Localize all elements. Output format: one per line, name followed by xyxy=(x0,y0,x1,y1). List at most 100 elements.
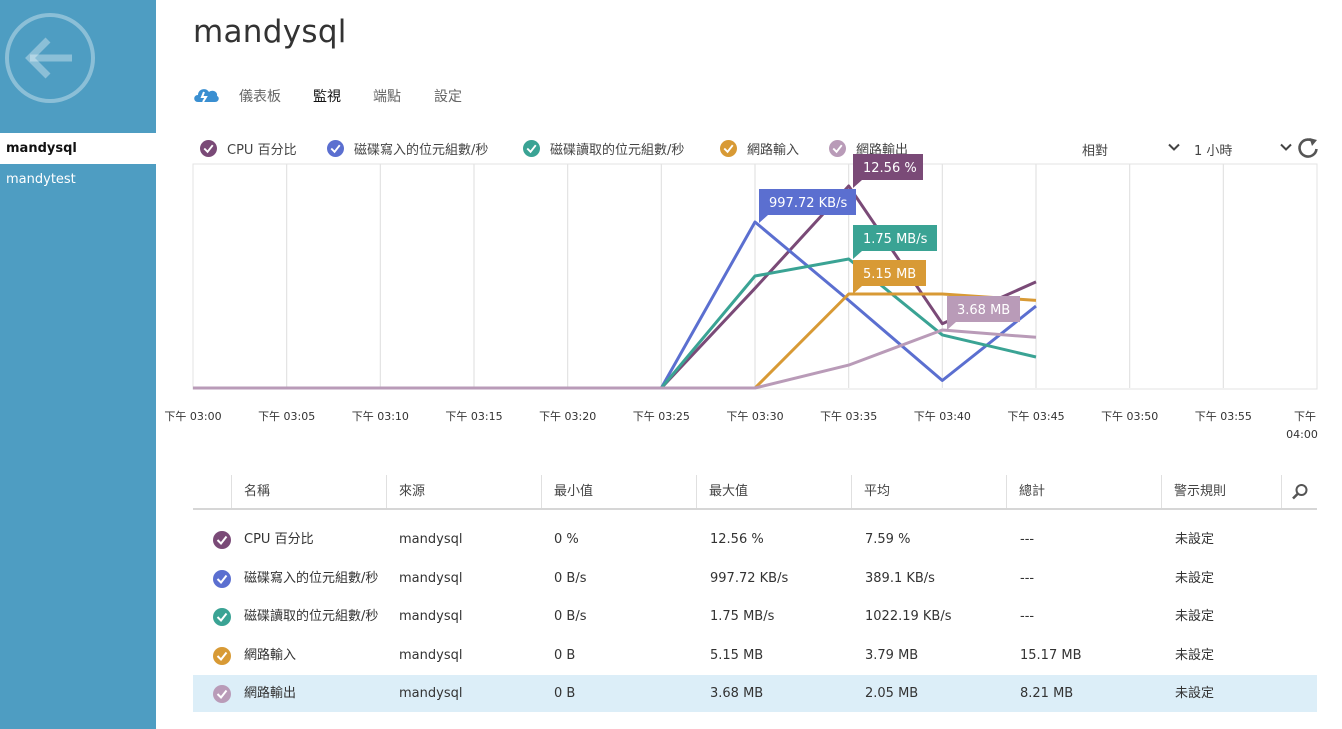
legend-label: CPU 百分比 xyxy=(227,142,297,158)
series-line-1 xyxy=(193,220,1037,390)
search-icon[interactable] xyxy=(1291,483,1309,501)
x-tick-label: 下午 03:05 xyxy=(258,410,315,423)
tab-settings[interactable]: 設定 xyxy=(434,89,462,105)
x-tick-label: 下午 03:55 xyxy=(1195,410,1252,423)
cell-alert-rule: 未設定 xyxy=(1175,686,1215,701)
cell-name: 網路輸入 xyxy=(244,647,297,663)
sidebar: mandysql mandytest xyxy=(0,0,156,729)
check-icon[interactable] xyxy=(213,685,231,703)
check-icon[interactable] xyxy=(213,531,231,549)
x-tick-label: 下午 03:45 xyxy=(1007,410,1064,423)
callout-box xyxy=(947,296,1020,330)
legend-item-network-out[interactable]: 網路輸出 xyxy=(829,138,908,158)
cell-alert-rule: 未設定 xyxy=(1175,532,1215,547)
time-range-value: 1 小時 xyxy=(1194,144,1233,159)
x-tick-label: 下午 03:25 xyxy=(633,410,690,423)
cell-max: 997.72 KB/s xyxy=(710,570,789,586)
cell-total: --- xyxy=(1020,570,1035,586)
table-row[interactable]: 磁碟寫入的位元組數/秒 mandysql 0 B/s 997.72 KB/s 389.1… xyxy=(193,560,1317,597)
back-arrow-icon[interactable] xyxy=(4,12,96,104)
chevron-down-icon xyxy=(1168,143,1180,151)
column-header-alert-rule[interactable]: 警示規則 xyxy=(1161,475,1281,508)
cell-source: mandysql xyxy=(399,686,463,701)
sidebar-item-mandytest[interactable]: mandytest xyxy=(6,172,76,187)
cell-name: 磁碟讀取的位元組數/秒 xyxy=(244,609,379,624)
cloud-service-icon xyxy=(194,89,219,103)
series-line-4 xyxy=(193,328,1037,390)
cell-total: 8.21 MB xyxy=(1020,686,1074,701)
callout-label: 12.56 % xyxy=(863,161,917,176)
cell-total: --- xyxy=(1020,609,1035,624)
page-title: mandysql xyxy=(193,14,347,50)
series-line-2 xyxy=(193,257,1037,390)
cell-min: 0 B xyxy=(554,647,576,663)
cell-alert-rule: 未設定 xyxy=(1175,647,1215,663)
callout-box xyxy=(853,260,926,294)
table-row[interactable]: 磁碟讀取的位元組數/秒 mandysql 0 B/s 1.75 MB/s 1022.19… xyxy=(193,598,1317,635)
cell-max: 12.56 % xyxy=(710,532,764,547)
cell-total: --- xyxy=(1020,532,1035,547)
cell-min: 0 B/s xyxy=(554,570,587,586)
refresh-icon[interactable] xyxy=(1296,136,1320,160)
check-icon[interactable] xyxy=(213,608,231,626)
x-tick-label: 下午 03:40 xyxy=(914,410,971,423)
cell-source: mandysql xyxy=(399,609,463,624)
cell-avg: 1022.19 KB/s xyxy=(865,609,952,624)
column-header-min[interactable]: 最小值 xyxy=(541,475,696,508)
tab-endpoints[interactable]: 端點 xyxy=(373,89,401,105)
callout-label: 997.72 KB/s xyxy=(769,196,847,211)
table-row[interactable]: 網路輸出 mandysql 0 B 3.68 MB 2.05 MB 8.21 MB 未設定 xyxy=(193,675,1317,712)
cell-min: 0 B xyxy=(554,686,576,701)
tab-monitor[interactable]: 監視 xyxy=(313,89,341,105)
check-icon xyxy=(200,139,217,157)
scale-select[interactable]: 相對 xyxy=(1082,138,1182,159)
column-header-avg[interactable]: 平均 xyxy=(851,475,1006,508)
cell-name: 網路輸出 xyxy=(244,686,297,701)
column-header-max[interactable]: 最大值 xyxy=(696,475,851,508)
legend-label: 網路輸入 xyxy=(747,142,800,158)
x-tick-label: 下午 xyxy=(1294,410,1316,423)
table-row[interactable]: CPU 百分比 mandysql 0 % 12.56 % 7.59 % --- 未設定 xyxy=(193,521,1317,558)
cell-avg: 7.59 % xyxy=(865,532,911,547)
metrics-line-chart: 12.56 % 997.72 KB/s 1.75 MB/s 5.15 MB 3.68 M… xyxy=(164,154,1318,441)
cell-max: 5.15 MB xyxy=(710,647,764,663)
table-row[interactable]: 網路輸入 mandysql 0 B 5.15 MB 3.79 MB 15.17 MB 未設定 xyxy=(193,637,1317,674)
time-range-select[interactable]: 1 小時 xyxy=(1194,138,1294,159)
callout-label: 1.75 MB/s xyxy=(863,232,928,247)
check-icon xyxy=(720,139,737,157)
cell-avg: 3.79 MB xyxy=(865,647,919,663)
cell-max: 3.68 MB xyxy=(710,686,764,701)
cell-name: CPU 百分比 xyxy=(244,532,314,547)
cell-name: 磁碟寫入的位元組數/秒 xyxy=(244,570,379,586)
column-header-name[interactable]: 名稱 xyxy=(231,475,386,508)
check-icon[interactable] xyxy=(213,646,231,665)
check-icon xyxy=(327,139,344,157)
series-line-3 xyxy=(193,292,1037,390)
check-icon[interactable] xyxy=(213,569,231,588)
callout-box xyxy=(853,225,937,259)
check-icon xyxy=(829,139,846,157)
cell-avg: 389.1 KB/s xyxy=(865,570,935,586)
cell-alert-rule: 未設定 xyxy=(1175,609,1215,624)
legend-item-disk-write[interactable]: 磁碟寫入的位元組數/秒 xyxy=(327,138,488,158)
legend-item-network-in[interactable]: 網路輸入 xyxy=(720,138,799,158)
callout-label: 3.68 MB xyxy=(957,303,1010,318)
cell-min: 0 % xyxy=(554,532,579,547)
x-tick-label: 下午 03:10 xyxy=(352,410,409,423)
legend-label: 磁碟寫入的位元組數/秒 xyxy=(354,142,489,158)
cell-alert-rule: 未設定 xyxy=(1175,570,1215,586)
tab-dashboard[interactable]: 儀表板 xyxy=(239,89,281,105)
legend-item-disk-read[interactable]: 磁碟讀取的位元組數/秒 xyxy=(523,138,684,158)
series-line-0 xyxy=(193,184,1037,390)
cell-total: 15.17 MB xyxy=(1020,647,1082,663)
x-tick-label: 下午 03:00 xyxy=(164,410,221,423)
legend-label: 磁碟讀取的位元組數/秒 xyxy=(550,142,685,158)
cell-max: 1.75 MB/s xyxy=(710,609,775,624)
legend-label: 網路輸出 xyxy=(856,142,909,158)
callout-box xyxy=(853,154,923,188)
column-header-source[interactable]: 來源 xyxy=(386,475,541,508)
column-header-total[interactable]: 總計 xyxy=(1006,475,1161,508)
sidebar-item-mandysql[interactable]: mandysql xyxy=(0,133,156,164)
legend-item-cpu[interactable]: CPU 百分比 xyxy=(200,138,297,158)
x-tick-label: 下午 03:30 xyxy=(726,410,783,423)
